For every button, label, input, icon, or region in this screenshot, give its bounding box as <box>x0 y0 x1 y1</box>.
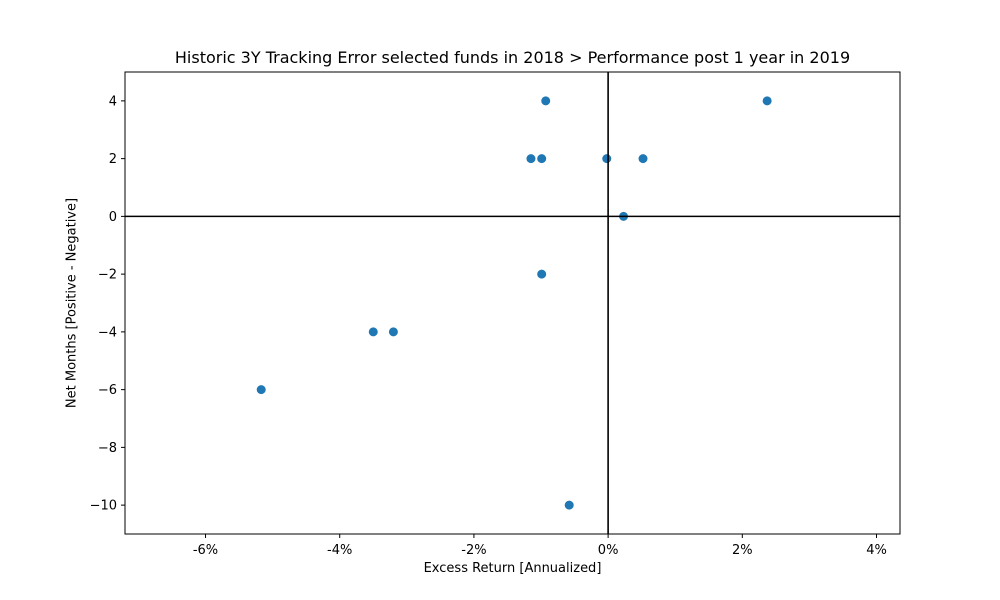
y-tick-label: 2 <box>109 152 117 167</box>
data-point <box>564 500 574 510</box>
data-point <box>541 96 551 106</box>
data-point <box>638 154 648 164</box>
data-point <box>368 327 378 337</box>
marks-layer <box>256 96 772 510</box>
y-tick-label: 0 <box>109 210 117 225</box>
x-tick-label: 0% <box>598 543 619 558</box>
axes <box>124 71 901 535</box>
plot-frame <box>124 71 901 535</box>
y-tick-label: −2 <box>98 268 117 283</box>
data-point <box>526 154 536 164</box>
x-tick-label: -6% <box>193 543 218 558</box>
x-tick-label: 4% <box>866 543 887 558</box>
y-tick-label: −8 <box>98 441 117 456</box>
data-point <box>388 327 398 337</box>
y-tick-label: −10 <box>90 499 117 514</box>
ticks: -6% -4% -2% 0% 2% 4% −10 −8 −6 −4 −2 0 2 4 <box>90 94 887 558</box>
data-point <box>602 154 612 164</box>
y-tick-label: 4 <box>109 94 117 109</box>
y-axis-label: Net Months [Positive - Negative] <box>64 197 80 409</box>
y-tick-label: −6 <box>98 383 117 398</box>
x-tick-label: -2% <box>461 543 486 558</box>
x-tick-label: 2% <box>732 543 753 558</box>
data-point <box>762 96 772 106</box>
y-tick-label: −4 <box>98 325 117 340</box>
data-point <box>537 269 547 279</box>
x-axis-label: Excess Return [Annualized] <box>423 561 602 576</box>
data-point <box>256 385 266 395</box>
x-tick-label: -4% <box>327 543 352 558</box>
reference-lines <box>125 72 900 534</box>
chart-title: Historic 3Y Tracking Error selected fund… <box>174 48 851 67</box>
data-point <box>537 154 547 164</box>
